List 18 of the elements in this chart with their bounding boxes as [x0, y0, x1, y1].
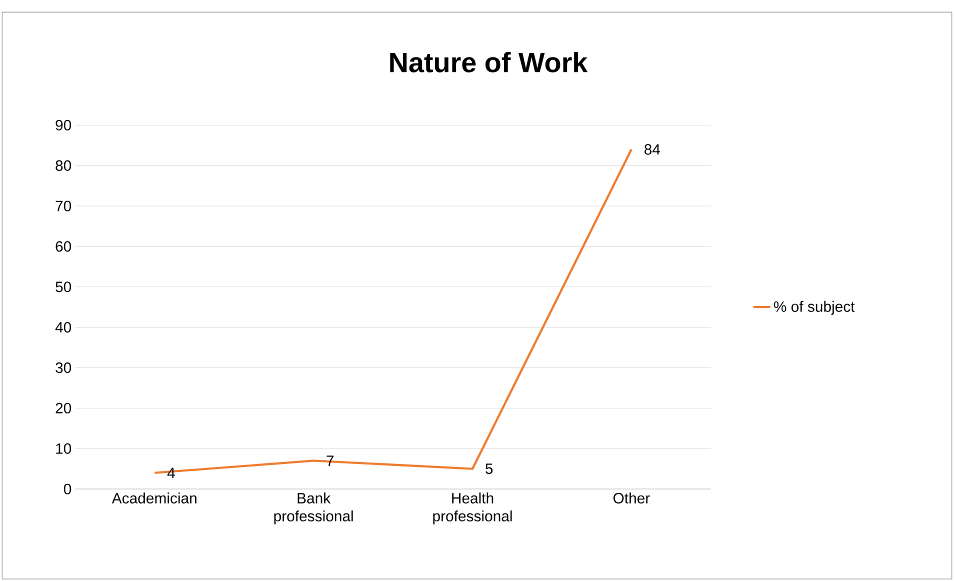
y-tick-label: 10 — [56, 443, 72, 454]
data-label: 5 — [486, 464, 493, 474]
data-label: 84 — [644, 144, 660, 155]
x-tick-label: Health professional — [433, 492, 512, 524]
x-tick-label: Bank professional — [274, 492, 353, 524]
y-tick-label: 90 — [56, 120, 72, 130]
y-tick-label: 50 — [56, 281, 72, 292]
x-tick-label: Other — [613, 492, 650, 504]
x-tick-label: Academician — [112, 492, 196, 504]
legend-label: % of subject — [774, 300, 855, 315]
y-tick-label: 80 — [56, 160, 72, 171]
y-tick-label: 40 — [55, 322, 72, 332]
y-tick-label: 70 — [56, 200, 72, 212]
chart-title: Nature of Work — [390, 52, 588, 72]
y-tick-label: 30 — [56, 362, 72, 373]
y-tick-label: 60 — [56, 241, 72, 252]
y-tick-label: 0 — [64, 484, 72, 494]
y-tick-label: 20 — [56, 402, 72, 414]
